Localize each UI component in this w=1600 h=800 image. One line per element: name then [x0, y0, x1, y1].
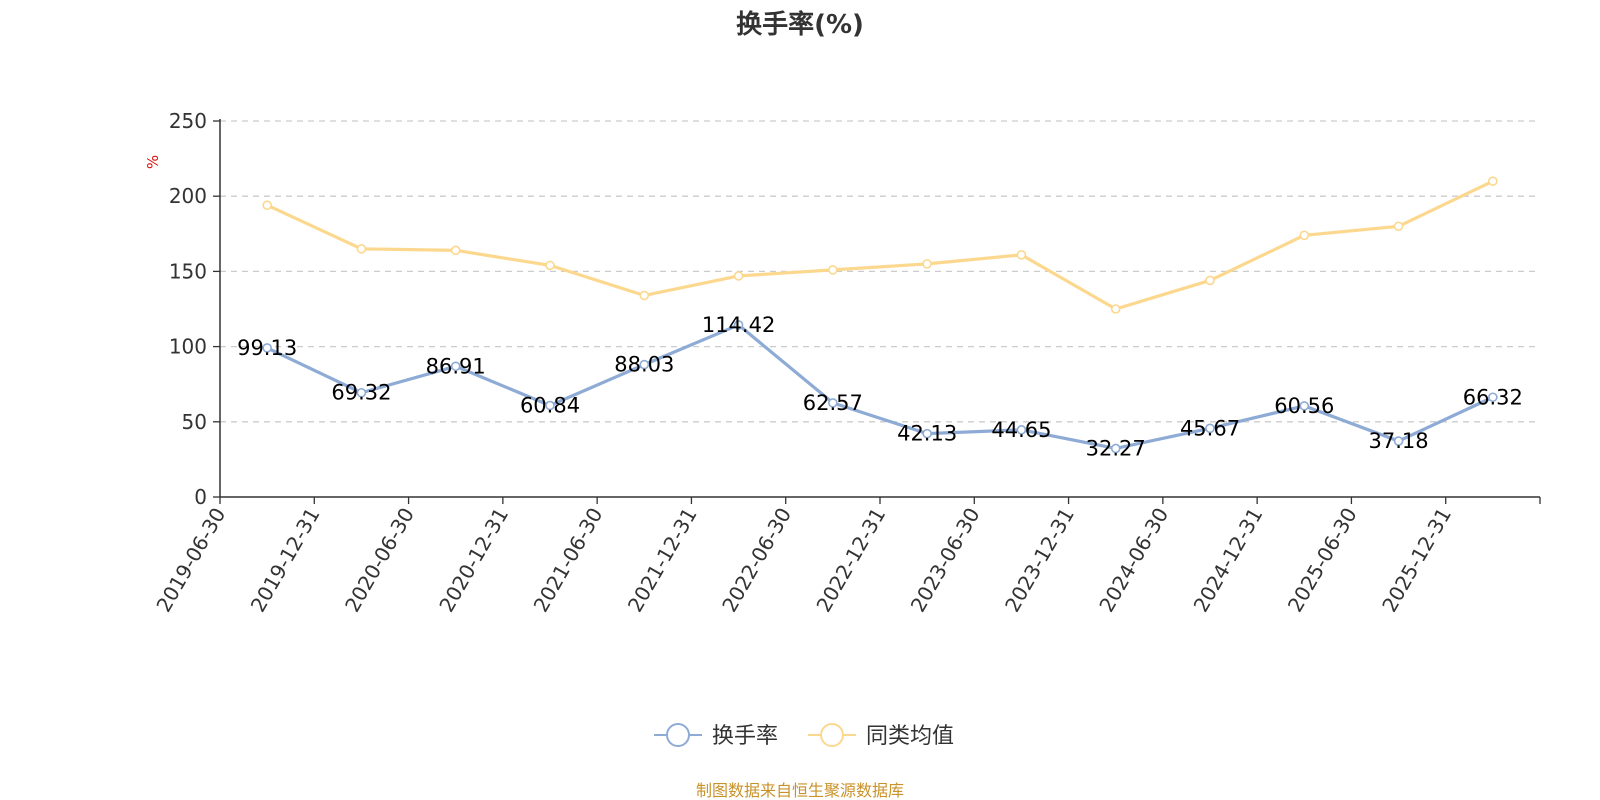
data-point[interactable] [545, 400, 555, 411]
data-point[interactable] [1110, 304, 1121, 314]
x-tick-label: 2020-06-30 [340, 503, 419, 616]
data-point[interactable] [450, 361, 461, 372]
data-label: 88.03 [614, 353, 674, 377]
data-label: 45.67 [1180, 416, 1240, 440]
data-point[interactable] [1299, 230, 1310, 241]
data-point[interactable] [733, 320, 744, 330]
data-point[interactable] [1110, 443, 1121, 454]
data-label: 60.56 [1274, 394, 1334, 418]
data-label: 44.65 [991, 418, 1051, 442]
legend-label: 换手率 [712, 724, 778, 749]
x-tick-label: 2022-12-31 [811, 504, 890, 617]
data-point[interactable] [733, 271, 744, 281]
data-point[interactable] [1393, 221, 1404, 232]
chart-title: 换手率(%) [736, 9, 864, 40]
x-tick-label: 2019-06-30 [151, 504, 230, 617]
data-point[interactable] [828, 398, 838, 408]
data-point[interactable] [1016, 250, 1027, 260]
data-point[interactable] [356, 387, 367, 398]
y-tick-label: 0 [194, 485, 207, 509]
data-point[interactable] [262, 343, 272, 353]
data-point[interactable] [1205, 275, 1215, 286]
data-point[interactable] [1299, 401, 1310, 411]
data-point[interactable] [1016, 425, 1027, 435]
legend-item[interactable]: 同类均值 [808, 723, 954, 749]
data-point[interactable] [922, 259, 932, 269]
data-point[interactable] [828, 265, 838, 275]
series-line [265, 179, 1495, 311]
source-note: 制图数据来自恒生聚源数据库 [696, 781, 904, 800]
y-tick-label: 150 [169, 259, 207, 283]
x-tick-label: 2021-06-30 [529, 504, 608, 617]
series-lines [262, 176, 1498, 454]
x-tick-label: 2025-12-31 [1377, 504, 1456, 617]
data-point[interactable] [545, 260, 555, 271]
x-tick-label: 2025-06-30 [1283, 504, 1362, 617]
x-tick-label: 2022-06-30 [717, 504, 796, 617]
x-tick-label: 2024-06-30 [1094, 504, 1173, 617]
data-point[interactable] [1393, 436, 1404, 446]
data-point[interactable] [639, 359, 650, 370]
x-tick-label: 2024-12-31 [1189, 504, 1268, 617]
series-line [265, 323, 1495, 451]
data-point[interactable] [356, 244, 367, 254]
y-tick-label: 200 [169, 184, 207, 208]
data-point[interactable] [262, 200, 272, 211]
legend-marker-icon [820, 723, 844, 747]
legend-label: 同类均值 [866, 724, 954, 749]
y-axis-unit: % [144, 155, 162, 169]
data-label: 99.13 [237, 336, 297, 360]
legend-marker-icon [666, 723, 690, 747]
x-tick-label: 2023-06-30 [906, 503, 985, 616]
data-label: 66.32 [1463, 385, 1523, 409]
y-tick-label: 100 [169, 335, 207, 359]
data-label: 114.42 [702, 313, 775, 337]
grid-lines [220, 120, 1540, 423]
data-point[interactable] [450, 245, 461, 256]
data-label: 62.57 [803, 391, 863, 415]
legend-item[interactable]: 换手率 [654, 723, 778, 749]
x-tick-label: 2023-12-31 [1000, 504, 1079, 617]
data-labels: 99.13 69.32 86.91 60.84 88.03 114.42 62.57 42.1… [237, 313, 1523, 461]
data-label: 69.32 [331, 381, 391, 405]
legend[interactable]: 换手率 同类均值 [654, 723, 954, 749]
y-tick-label: 50 [182, 410, 207, 434]
data-label: 86.91 [426, 354, 486, 378]
data-label: 32.27 [1086, 436, 1146, 460]
data-point[interactable] [1488, 176, 1498, 186]
data-label: 37.18 [1369, 429, 1429, 453]
x-tick-label: 2021-12-31 [623, 504, 702, 617]
x-tick-label: 2020-12-31 [434, 504, 513, 617]
data-point[interactable] [1205, 423, 1215, 434]
data-point[interactable] [639, 290, 650, 301]
data-point[interactable] [1488, 392, 1498, 403]
data-point[interactable] [922, 428, 932, 439]
data-label: 42.13 [897, 422, 957, 446]
y-tick-label: 250 [169, 109, 207, 133]
data-label: 60.84 [520, 393, 580, 417]
x-tick-label: 2019-12-31 [246, 504, 325, 617]
